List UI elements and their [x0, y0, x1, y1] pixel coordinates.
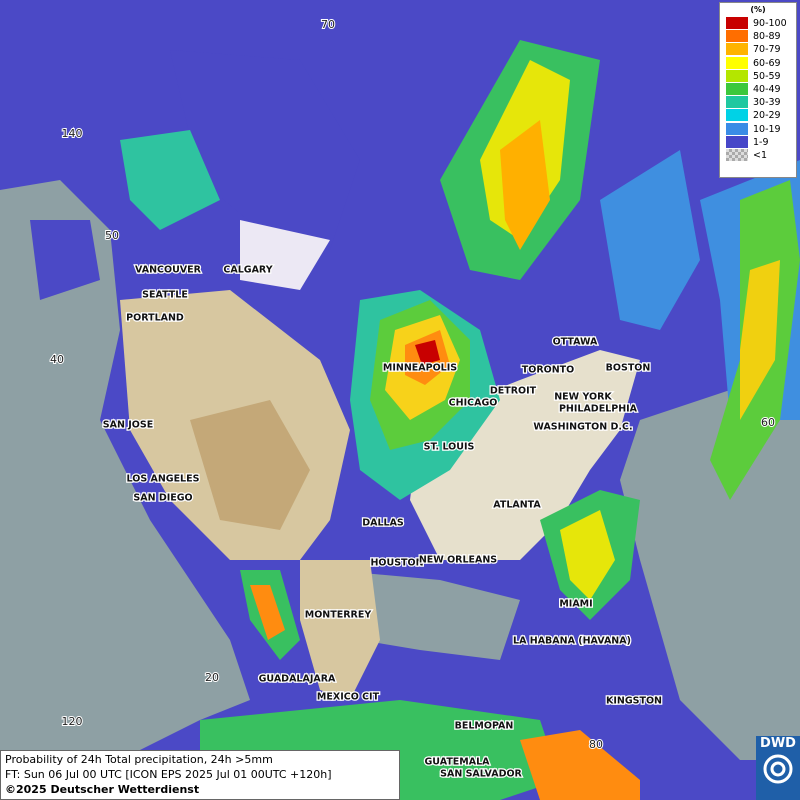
legend-title: (%) [750, 5, 766, 14]
legend-swatch [726, 96, 748, 110]
graticule-labels: 70 140 50 40 60 120 20 80 [49, 17, 776, 752]
city-label: MONTERREY [305, 610, 372, 621]
city-label: HOUSTON [370, 558, 423, 569]
city-label: KINGSTON [606, 696, 662, 707]
legend-swatch [726, 148, 748, 162]
logo-text: DWD [760, 736, 796, 751]
city-label: DETROIT [490, 386, 537, 397]
legend-label: 1-9 [753, 136, 769, 148]
legend-rows: 90-100 80-89 70-79 60-69 50-59 40-49 30-39 20-2… [720, 17, 796, 162]
legend-swatch [726, 56, 748, 70]
city-label: ST. LOUIS [424, 442, 475, 453]
legend-label: 60-69 [753, 57, 781, 69]
city-label: GUATEMALA [424, 757, 490, 768]
graticule-label: 80 [589, 738, 603, 751]
legend-entry: 20-29 [720, 109, 796, 123]
graticule-label: 20 [205, 671, 219, 684]
city-label: ATLANTA [493, 500, 541, 511]
legend-entry: 10-19 [720, 122, 796, 136]
legend-entry: 90-100 [720, 17, 796, 31]
city-label: PHILADELPHIA [559, 404, 638, 415]
city-label: BOSTON [606, 363, 651, 374]
legend-entry: 70-79 [720, 43, 796, 57]
city-label: DALLAS [362, 518, 404, 529]
legend-swatch [726, 69, 748, 83]
legend-entry: 40-49 [720, 83, 796, 97]
legend-swatch [726, 122, 748, 136]
city-label: BELMOPAN [455, 721, 514, 732]
caption-line: ©2025 Deutscher Wetterdienst [5, 783, 200, 796]
city-labels: VANCOUVER CALGARY SEATTLE PORTLAND MINNEAPOL… [102, 263, 664, 781]
legend-label: 30-39 [753, 97, 781, 109]
legend-swatch [726, 30, 748, 44]
graticule-label: 120 [62, 715, 83, 728]
city-label: SAN DIEGO [133, 493, 192, 504]
caption-line: FT: Sun 06 Jul 00 UTC [ICON EPS 2025 Jul… [5, 768, 332, 781]
legend-entry: 30-39 [720, 96, 796, 110]
city-label: TORONTO [522, 365, 574, 376]
city-label: CHICAGO [449, 398, 498, 409]
city-label: NEW ORLEANS [419, 555, 497, 566]
city-label: SEATTLE [142, 290, 188, 301]
legend-entry: 1-9 [720, 135, 796, 149]
legend-entry: 60-69 [720, 56, 796, 70]
legend-label: 40-49 [753, 84, 781, 96]
legend-label: 80-89 [753, 31, 781, 43]
city-label: OTTAWA [553, 337, 598, 348]
city-label: GUADALAJARA [259, 674, 336, 685]
logo-icon [763, 754, 793, 784]
city-label: MIAMI [559, 599, 592, 610]
city-label: CALGARY [223, 265, 272, 276]
legend-swatch [726, 135, 748, 149]
legend-swatch [726, 43, 748, 57]
legend-label: 20-29 [753, 110, 781, 122]
graticule-label: 50 [105, 229, 119, 242]
city-label: SAN SALVADOR [440, 769, 522, 780]
legend-label: 70-79 [753, 44, 781, 56]
city-label: SAN JOSE [103, 420, 153, 431]
legend-entry: 50-59 [720, 69, 796, 83]
city-label: VANCOUVER [135, 265, 202, 276]
city-label: MEXICO CIT [317, 692, 380, 703]
city-label: MINNEAPOLIS [383, 363, 457, 374]
city-label: NEW YORK [554, 392, 612, 403]
legend-entry: 80-89 [720, 30, 796, 44]
legend-label: 90-100 [753, 18, 787, 30]
legend-swatch [726, 109, 748, 123]
graticule-label: 70 [321, 18, 335, 31]
graticule-label: 40 [50, 353, 64, 366]
caption: Probability of 24h Total precipitation, … [0, 750, 400, 800]
legend-swatch [726, 83, 748, 97]
legend-label: 10-19 [753, 123, 781, 135]
city-label: LOS ANGELES [127, 474, 200, 485]
city-label: LA HABANA (HAVANA) [513, 636, 631, 647]
city-label: WASHINGTON D.C. [533, 422, 632, 433]
graticule-label: 140 [62, 127, 83, 140]
legend-label: <1 [753, 149, 768, 161]
legend: (%) 90-100 80-89 70-79 60-69 50-59 40-49 30-39… [719, 2, 797, 178]
graticule-label: 60 [761, 416, 775, 429]
legend-label: 50-59 [753, 70, 781, 82]
logo: DWD [756, 736, 800, 800]
legend-entry: <1 [720, 148, 796, 162]
caption-line: Probability of 24h Total precipitation, … [5, 753, 273, 766]
legend-swatch [726, 17, 748, 31]
city-label: PORTLAND [126, 313, 184, 324]
